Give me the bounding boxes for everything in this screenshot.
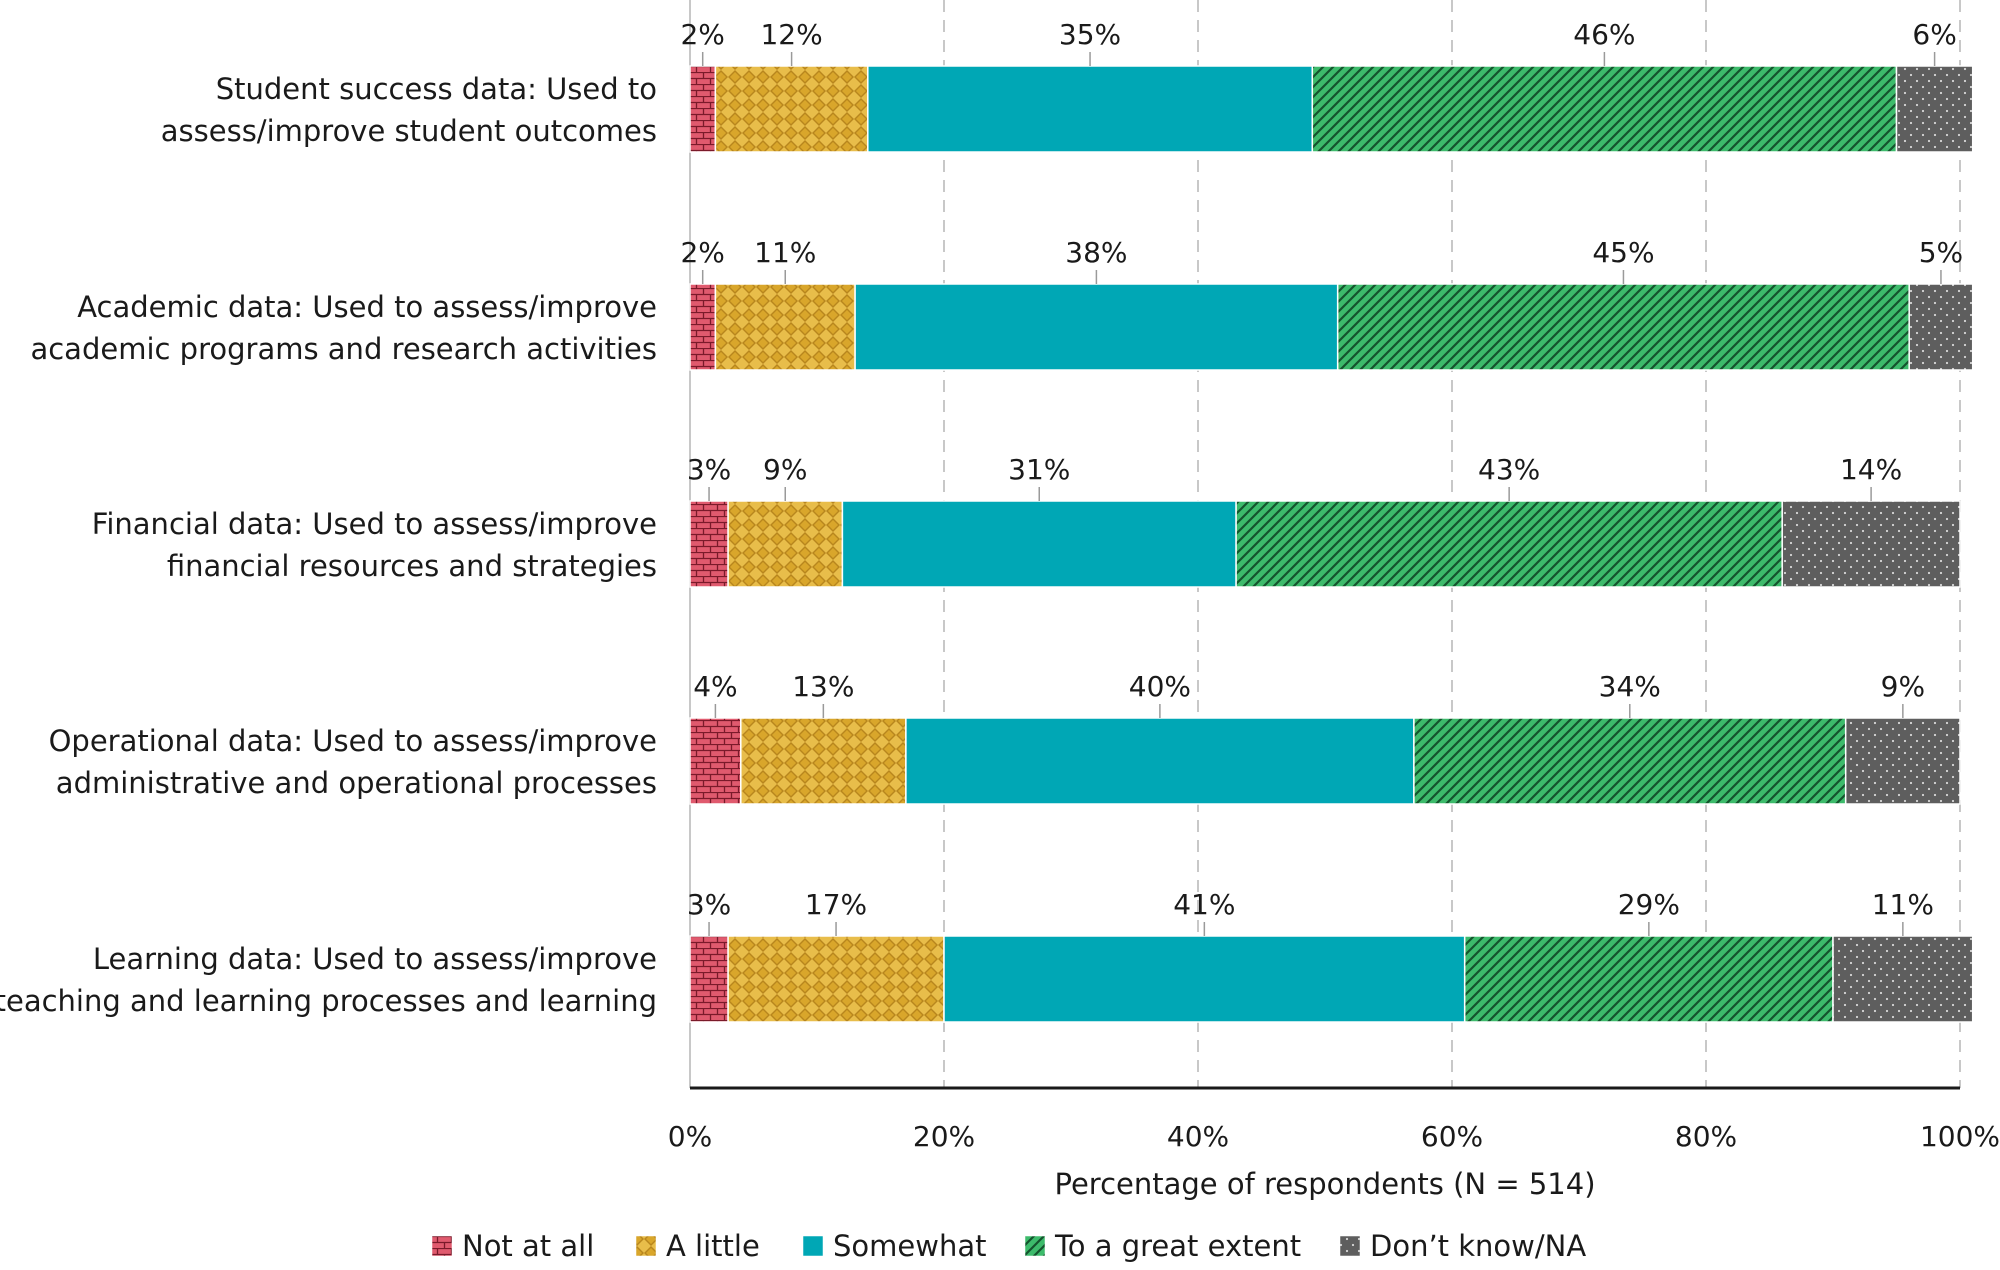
- category-label: financial resources and strategies: [167, 549, 657, 583]
- data-label: 6%: [1912, 18, 1956, 51]
- legend-label: Don’t know/NA: [1370, 1229, 1586, 1263]
- x-tick-label: 0%: [668, 1120, 712, 1153]
- category-label: Learning data: Used to assess/improve: [93, 942, 657, 976]
- data-label: 31%: [1008, 453, 1070, 486]
- data-label: 34%: [1599, 670, 1661, 703]
- data-label: 12%: [760, 18, 822, 51]
- data-label: 4%: [693, 670, 737, 703]
- data-label: 9%: [763, 453, 807, 486]
- bar-segment: [854, 283, 1339, 371]
- bar-segment: [1235, 500, 1783, 588]
- data-label: 3%: [687, 453, 731, 486]
- bar-segment: [943, 935, 1466, 1023]
- legend-item: Don’t know/NA: [1339, 1229, 1586, 1263]
- data-label: 45%: [1592, 236, 1654, 269]
- data-label: 17%: [805, 888, 867, 921]
- bar-segment: [689, 500, 729, 588]
- data-label: 43%: [1478, 453, 1540, 486]
- bar-segment: [905, 717, 1415, 805]
- data-label: 5%: [1919, 236, 1963, 269]
- legend-label: Not at all: [462, 1229, 594, 1263]
- x-tick-label: 80%: [1675, 1120, 1737, 1153]
- bar-segment: [727, 500, 844, 588]
- legend-item: Somewhat: [802, 1229, 986, 1263]
- legend-swatch: [431, 1235, 453, 1257]
- category-label: assess/improve student outcomes: [161, 114, 657, 148]
- legend-item: Not at all: [431, 1229, 594, 1263]
- bar-segment: [1908, 283, 1974, 371]
- category-label: teaching and learning processes and lear…: [0, 984, 657, 1018]
- category-label: administrative and operational processes: [56, 766, 657, 800]
- data-label: 9%: [1881, 670, 1925, 703]
- bar-segment: [740, 717, 907, 805]
- data-label: 11%: [754, 236, 816, 269]
- data-label: 46%: [1573, 18, 1635, 51]
- data-label: 40%: [1129, 670, 1191, 703]
- bars: [689, 65, 1974, 1023]
- legend-label: To a great extent: [1054, 1229, 1301, 1263]
- data-label: 2%: [680, 236, 724, 269]
- data-label: 14%: [1840, 453, 1902, 486]
- bar-segment: [714, 283, 856, 371]
- bar-segment: [867, 65, 1314, 153]
- category-label: Student success data: Used to: [216, 72, 657, 106]
- x-axis: 0% 20% 40% 60% 80% 100% Percentage of responde…: [668, 1086, 2000, 1201]
- bar-segment: [1311, 65, 1898, 153]
- x-tick-label: 60%: [1421, 1120, 1483, 1153]
- category-label: Financial data: Used to assess/improve: [92, 507, 657, 541]
- bar-segment: [689, 283, 717, 371]
- bar-segment: [689, 717, 742, 805]
- bar-segment: [689, 935, 729, 1023]
- legend-swatch: [802, 1235, 824, 1257]
- data-label: 29%: [1618, 888, 1680, 921]
- legend-item: A little: [635, 1229, 760, 1263]
- bar-segment: [1463, 935, 1834, 1023]
- legend-swatch: [1339, 1235, 1361, 1257]
- legend-item: To a great extent: [1024, 1229, 1301, 1263]
- bar-segment: [689, 65, 717, 153]
- category-label: Academic data: Used to assess/improve: [77, 290, 657, 324]
- data-label: 11%: [1872, 888, 1934, 921]
- data-label: 41%: [1173, 888, 1235, 921]
- category-label: academic programs and research activitie…: [30, 332, 657, 366]
- category-label: Operational data: Used to assess/improve: [49, 724, 657, 758]
- data-label: 2%: [680, 18, 724, 51]
- bar-segment: [1781, 500, 1961, 588]
- category-labels: Student success data: Used to assess/impr…: [0, 72, 657, 1018]
- bar-segment: [714, 65, 869, 153]
- x-tick-label: 100%: [1920, 1120, 2000, 1153]
- bar-segment: [1413, 717, 1847, 805]
- bar-segment: [1844, 717, 1961, 805]
- legend: Not at all A little Somewhat To a great ext…: [431, 1229, 1586, 1263]
- legend-swatch: [1024, 1235, 1046, 1257]
- bar-segment: [841, 500, 1237, 588]
- bar-segment: [727, 935, 945, 1023]
- legend-label: Somewhat: [833, 1229, 986, 1263]
- data-label: 35%: [1059, 18, 1121, 51]
- legend-label: A little: [666, 1229, 760, 1263]
- bar-segment: [1895, 65, 1974, 153]
- legend-swatch: [635, 1235, 657, 1257]
- data-label: 3%: [687, 888, 731, 921]
- x-tick-label: 20%: [913, 1120, 975, 1153]
- x-axis-title: Percentage of respondents (N = 514): [1054, 1167, 1595, 1201]
- data-labels: 2% 12% 35% 46% 6% 2% 11% 38% 45% 5% 3% 9% 31% 43% 14% 4…: [680, 18, 1963, 936]
- x-tick-label: 40%: [1167, 1120, 1229, 1153]
- data-label: 38%: [1065, 236, 1127, 269]
- bar-segment: [1336, 283, 1910, 371]
- bar-segment: [1832, 935, 1974, 1023]
- data-label: 13%: [792, 670, 854, 703]
